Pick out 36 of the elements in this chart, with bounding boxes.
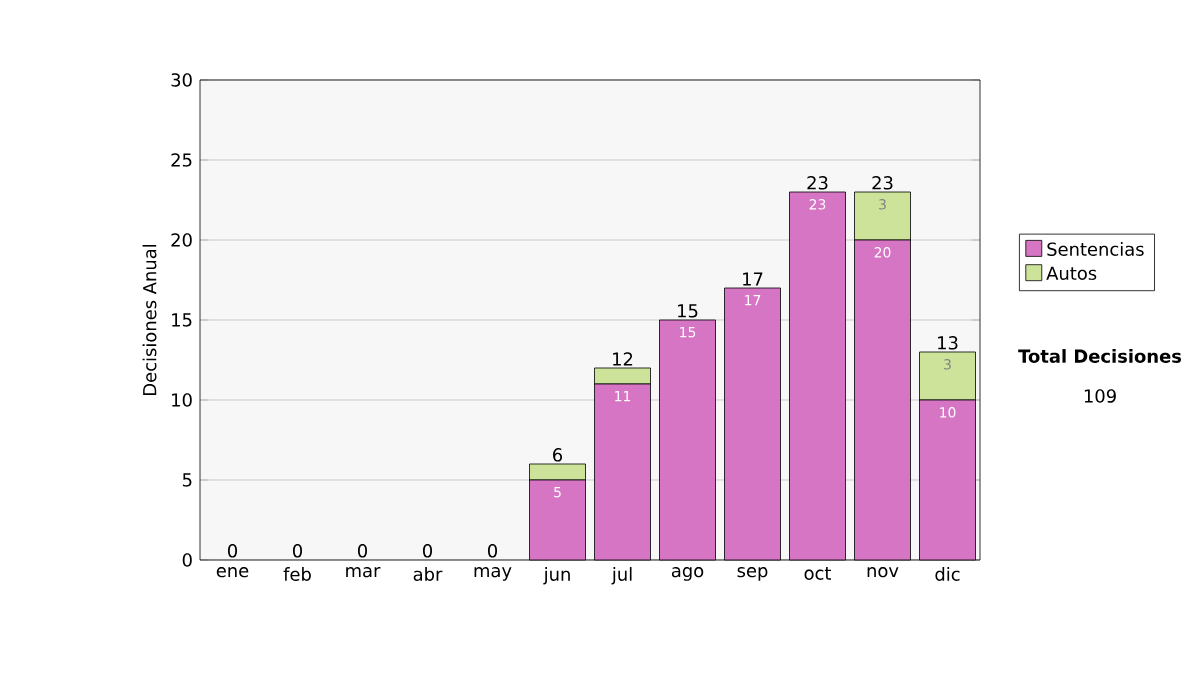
- x-tick-label: mar: [346, 567, 381, 578]
- x-tick-label: sep: [737, 567, 768, 581]
- x-tick-label: jun: [543, 567, 570, 585]
- total-label: 0: [422, 544, 433, 558]
- x-tick-label: nov: [867, 567, 899, 578]
- y-tick-label: 25: [171, 153, 192, 167]
- x-tick-label: jul: [611, 567, 632, 585]
- total-label: 23: [872, 176, 893, 190]
- text: Total Decisiones: [1018, 349, 1182, 363]
- total-label: 0: [292, 544, 303, 558]
- y-tick-label: 0: [182, 553, 192, 567]
- y-tick-label: 5: [182, 473, 192, 487]
- x-tick-label: may: [474, 567, 512, 581]
- total-label: 23: [807, 176, 828, 190]
- y-tick-label: 20: [171, 233, 192, 247]
- x-tick-label: ago: [671, 567, 704, 581]
- y-tick-label: 10: [172, 393, 192, 407]
- y-tick-label: 15: [172, 313, 192, 327]
- total-label: 0: [487, 544, 498, 558]
- x-tick-label: abr: [413, 567, 443, 581]
- total-label: 6: [553, 448, 563, 462]
- legend-label: Autos: [1046, 266, 1097, 280]
- legend-label: Sentencias: [1047, 242, 1144, 256]
- total-label: 0: [227, 544, 238, 558]
- x-tick-label: dic: [935, 567, 960, 581]
- total-label: 17: [743, 272, 763, 286]
- total-label: 12: [613, 352, 633, 366]
- total-label: 15: [678, 304, 698, 318]
- total-label: 0: [357, 544, 368, 558]
- total-label: 13: [938, 336, 958, 350]
- y-axis-title: Decisiones Anual: [142, 244, 157, 395]
- text: 109: [1084, 389, 1116, 403]
- x-tick-label: ene: [216, 567, 249, 578]
- y-tick-label: 30: [171, 73, 192, 87]
- x-tick-label: feb: [283, 567, 311, 581]
- x-tick-label: oct: [804, 567, 832, 580]
